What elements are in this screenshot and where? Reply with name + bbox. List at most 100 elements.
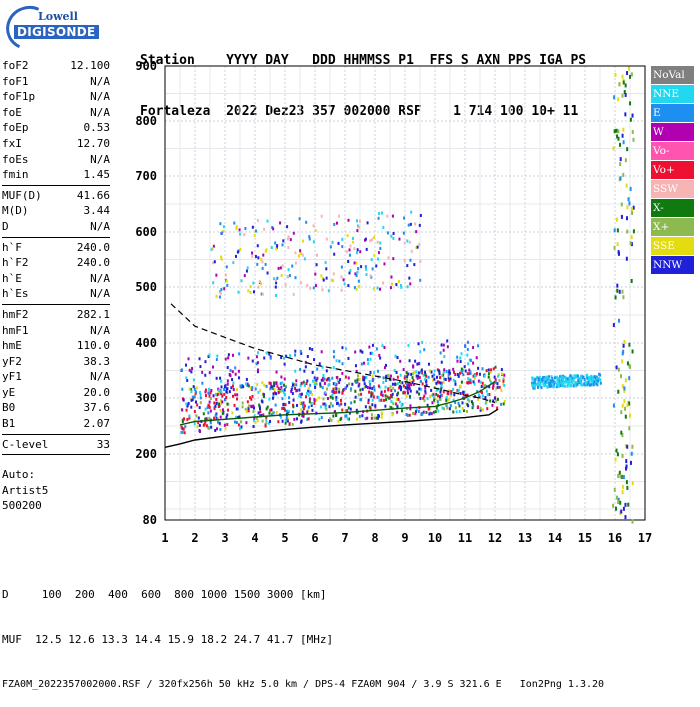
echo-point [448, 378, 451, 382]
echo-point [254, 421, 257, 425]
echo-point [262, 253, 265, 257]
echo-point [220, 401, 223, 405]
echo-point [193, 395, 196, 399]
echo-point [448, 407, 451, 411]
echo-point [355, 251, 358, 255]
echo-point [616, 452, 619, 457]
echo-point [414, 222, 417, 226]
echo-point [219, 415, 222, 419]
echo-point [300, 381, 303, 385]
echo-point [413, 370, 416, 374]
echo-point [460, 367, 463, 371]
echo-point [613, 487, 616, 492]
echo-point [365, 375, 368, 379]
legend-item-x-: X- [651, 199, 694, 217]
echo-point [403, 375, 406, 379]
echo-point [265, 351, 268, 355]
echo-point [326, 397, 329, 401]
param-row: hmE 110.0 [2, 338, 110, 354]
echo-point [433, 377, 436, 381]
echo-point [302, 405, 305, 409]
echo-point [548, 382, 551, 386]
echo-point [254, 387, 257, 391]
echo-point [299, 249, 302, 253]
echo-point [389, 385, 392, 389]
echo-point [446, 345, 449, 349]
echo-point [624, 158, 627, 163]
echo-point [473, 374, 476, 378]
echo-point [229, 368, 232, 372]
echo-point [273, 387, 276, 391]
echo-point [220, 231, 223, 235]
echo-point [285, 417, 288, 421]
echo-point [186, 378, 189, 382]
echo-point [412, 364, 415, 368]
echo-point [570, 380, 573, 384]
echo-point [223, 287, 226, 291]
y-tick-label: 900 [135, 59, 157, 73]
echo-point [314, 284, 317, 288]
echo-point [437, 409, 440, 413]
echo-point [331, 376, 334, 380]
echo-point [332, 382, 335, 386]
echo-point [248, 404, 251, 408]
echo-point [502, 377, 505, 381]
echo-point [280, 385, 283, 389]
param-row: yE 20.0 [2, 385, 110, 401]
ionogram-plot: 1 2 3 4 5 6 7 8 9 10 11 12 13 14 15 16 17802003004005006… [135, 59, 652, 545]
echo-point [253, 416, 256, 420]
echo-point [617, 473, 620, 478]
echo-point [475, 356, 478, 360]
echo-point [245, 421, 248, 425]
echo-point [594, 379, 597, 383]
echo-point [500, 402, 503, 406]
echo-point [562, 378, 565, 382]
echo-point [613, 228, 616, 233]
echo-point [299, 349, 302, 353]
echo-point [464, 345, 467, 349]
echo-point [261, 381, 264, 385]
echo-point [372, 287, 375, 291]
echo-point [320, 274, 323, 278]
echo-point [277, 389, 280, 393]
echo-point [407, 372, 410, 376]
echo-point [335, 390, 338, 394]
echo-point [315, 398, 318, 402]
echo-point [276, 384, 279, 388]
legend-item-sse: SSE [651, 237, 694, 255]
echo-point [621, 359, 624, 364]
echo-point [485, 369, 488, 373]
param-value: N/A [90, 105, 110, 119]
echo-point [254, 229, 257, 233]
echo-point [224, 426, 227, 430]
echo-point [616, 283, 619, 288]
param-row: foF2 12.100 [2, 58, 110, 74]
y-tick-label: 300 [135, 391, 157, 405]
param-value: N/A [90, 287, 110, 301]
echo-point [208, 391, 211, 395]
echo-point [630, 207, 633, 212]
echo-point [350, 401, 353, 405]
echo-point [358, 382, 361, 386]
echo-point [275, 381, 278, 385]
echo-point [323, 402, 326, 406]
echo-point [264, 262, 267, 266]
echo-point [311, 408, 314, 412]
echo-point [208, 394, 211, 398]
echo-point [282, 403, 285, 407]
echo-point [367, 401, 370, 405]
echo-point [337, 214, 340, 218]
echo-point [560, 374, 563, 378]
echo-point [241, 405, 244, 409]
echo-point [379, 356, 382, 360]
echo-point [318, 417, 321, 421]
echo-point [379, 241, 382, 245]
echo-point [209, 396, 212, 400]
echo-point [632, 205, 635, 210]
echo-point [540, 377, 543, 381]
x-tick-label: 13 [518, 531, 532, 545]
echo-point [486, 407, 489, 411]
echo-point [621, 433, 624, 438]
echo-point [433, 398, 436, 402]
echo-point [348, 382, 351, 386]
